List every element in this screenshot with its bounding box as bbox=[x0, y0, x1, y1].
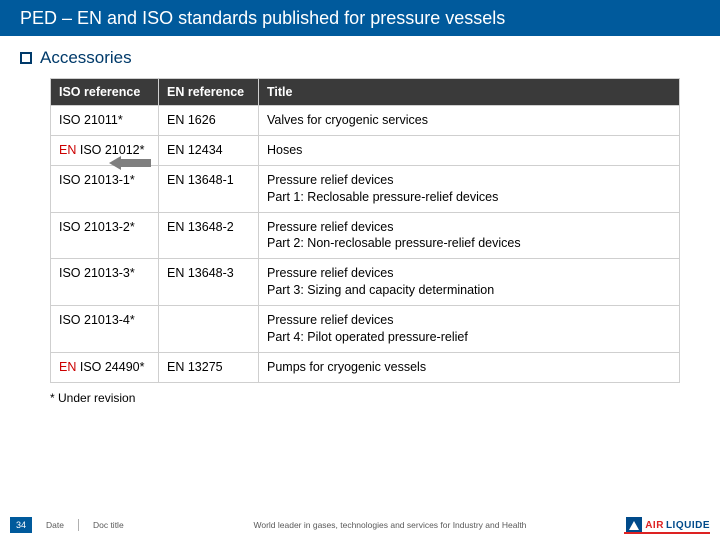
cell-iso: ISO 21013-3* bbox=[51, 259, 159, 306]
table-row: ISO 21011*EN 1626Valves for cryogenic se… bbox=[51, 106, 680, 136]
cell-title: Hoses bbox=[259, 135, 680, 165]
cell-en: EN 13648-3 bbox=[159, 259, 259, 306]
footer: 34 Date Doc title World leader in gases,… bbox=[0, 510, 720, 540]
logo-text: AIR LIQUIDE bbox=[645, 520, 710, 531]
cell-iso: ISO 21013-2* bbox=[51, 212, 159, 259]
table-row: ISO 21013-1*EN 13648-1Pressure relief de… bbox=[51, 165, 680, 212]
th-title: Title bbox=[259, 79, 680, 106]
logo-part2: LIQUIDE bbox=[666, 520, 710, 531]
cell-en bbox=[159, 306, 259, 353]
th-iso: ISO reference bbox=[51, 79, 159, 106]
logo-underline-icon bbox=[624, 532, 710, 534]
footer-separator-icon bbox=[78, 519, 79, 531]
table-row: EN ISO 24490*EN 13275Pumps for cryogenic… bbox=[51, 352, 680, 382]
cell-en: EN 13648-1 bbox=[159, 165, 259, 212]
cell-title: Pressure relief devicesPart 1: Reclosabl… bbox=[259, 165, 680, 212]
page-title: PED – EN and ISO standards published for… bbox=[20, 8, 505, 29]
table-header-row: ISO reference EN reference Title bbox=[51, 79, 680, 106]
cell-en: EN 13275 bbox=[159, 352, 259, 382]
cell-title: Pressure relief devicesPart 4: Pilot ope… bbox=[259, 306, 680, 353]
footnote: * Under revision bbox=[0, 383, 720, 405]
cell-iso: ISO 21011* bbox=[51, 106, 159, 136]
logo-triangle-icon bbox=[626, 517, 642, 533]
cell-iso: EN ISO 21012* bbox=[51, 135, 159, 165]
cell-iso: EN ISO 24490* bbox=[51, 352, 159, 382]
table-row: EN ISO 21012*EN 12434Hoses bbox=[51, 135, 680, 165]
th-en: EN reference bbox=[159, 79, 259, 106]
bullet-square-icon bbox=[20, 52, 32, 64]
standards-table: ISO reference EN reference Title ISO 210… bbox=[50, 78, 680, 383]
page-number: 34 bbox=[10, 517, 32, 533]
title-bar: PED – EN and ISO standards published for… bbox=[0, 0, 720, 36]
cell-title: Valves for cryogenic services bbox=[259, 106, 680, 136]
cell-title: Pressure relief devicesPart 3: Sizing an… bbox=[259, 259, 680, 306]
table-row: ISO 21013-3*EN 13648-3Pressure relief de… bbox=[51, 259, 680, 306]
logo-part1: AIR bbox=[645, 520, 664, 531]
cell-en: EN 1626 bbox=[159, 106, 259, 136]
left-arrow-icon bbox=[109, 158, 153, 168]
cell-en: EN 13648-2 bbox=[159, 212, 259, 259]
cell-title: Pressure relief devicesPart 2: Non-reclo… bbox=[259, 212, 680, 259]
footer-date: Date bbox=[46, 520, 64, 530]
section-header: Accessories bbox=[0, 36, 720, 78]
footer-doc: Doc title bbox=[93, 520, 124, 530]
cell-en: EN 12434 bbox=[159, 135, 259, 165]
table-row: ISO 21013-4* Pressure relief devicesPart … bbox=[51, 306, 680, 353]
cell-iso: ISO 21013-4* bbox=[51, 306, 159, 353]
section-label: Accessories bbox=[40, 48, 132, 68]
table-body: ISO 21011*EN 1626Valves for cryogenic se… bbox=[51, 106, 680, 383]
cell-title: Pumps for cryogenic vessels bbox=[259, 352, 680, 382]
cell-iso: ISO 21013-1* bbox=[51, 165, 159, 212]
standards-table-wrap: ISO reference EN reference Title ISO 210… bbox=[0, 78, 720, 383]
table-row: ISO 21013-2*EN 13648-2Pressure relief de… bbox=[51, 212, 680, 259]
logo: AIR LIQUIDE bbox=[626, 517, 710, 533]
footer-tagline: World leader in gases, technologies and … bbox=[138, 520, 613, 530]
